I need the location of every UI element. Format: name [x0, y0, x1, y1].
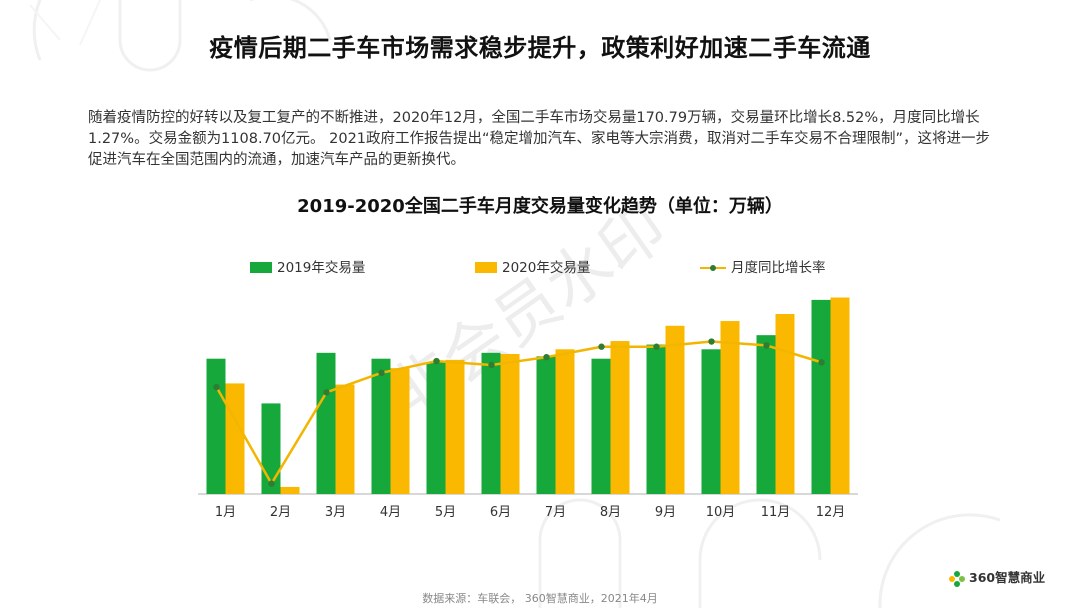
- growth-point-5: [433, 357, 440, 365]
- bar-2020-7: [555, 349, 575, 494]
- bar-2020-9: [665, 325, 685, 494]
- bar-2019-2: [261, 403, 281, 494]
- growth-point-12: [818, 359, 825, 366]
- legend-label-growth: 月度同比增长率: [731, 260, 826, 276]
- chart-title: 2019-2020全国二手车月度交易量变化趋势（单位：万辆）: [297, 196, 783, 217]
- bar-2019-5: [426, 362, 446, 494]
- legend-growth: 月度同比增长率: [700, 256, 826, 276]
- bar-2019-6: [481, 352, 501, 494]
- growth-rate-line: [215, 340, 822, 485]
- x-tick-label-9: 9月: [655, 505, 676, 520]
- bar-2020-11: [775, 314, 795, 494]
- legend-swatch-growth: [700, 262, 726, 273]
- watermark-text: 非会员水印: [376, 191, 681, 435]
- bar-2019-7: [536, 356, 556, 494]
- bar-2019-8: [591, 358, 611, 494]
- x-tick-label-5: 5月: [435, 505, 456, 520]
- growth-point-8: [598, 343, 605, 350]
- page-title: 疫情后期二手车市场需求稳步提升，政策利好加速二手车流通: [209, 34, 871, 62]
- bar-2019-9: [646, 344, 666, 494]
- bar-2019-11: [756, 335, 776, 494]
- growth-point-9: [653, 343, 660, 350]
- brand-logo: 360智慧商业: [948, 567, 1045, 588]
- brand-name: 360智慧商业: [969, 570, 1046, 585]
- bar-2019-4: [371, 358, 391, 494]
- bar-2019-3: [316, 352, 336, 494]
- x-tick-label-11: 11月: [761, 505, 791, 520]
- bar-2020-3: [335, 384, 355, 494]
- brand-flower-icon: [949, 570, 965, 587]
- x-tick-label-3: 3月: [325, 505, 346, 520]
- growth-point-6: [488, 361, 495, 369]
- growth-point-4: [378, 369, 385, 376]
- bar-2019-1: [206, 358, 226, 494]
- bar-2020-6: [500, 354, 520, 494]
- legend-swatch-2020: [475, 261, 497, 273]
- x-tick-label-1: 1月: [215, 505, 236, 520]
- growth-point-3: [323, 389, 330, 396]
- growth-point-11: [763, 342, 770, 349]
- growth-point-10: [708, 338, 715, 345]
- x-tick-label-4: 4月: [380, 505, 401, 520]
- growth-point-2: [268, 480, 275, 487]
- x-tick-label-6: 6月: [490, 505, 511, 520]
- legend-label-2020: 2020年交易量: [502, 260, 591, 276]
- bar-2020-2: [280, 486, 300, 494]
- x-tick-label-2: 2月: [270, 505, 291, 520]
- bar-2020-8: [610, 341, 630, 494]
- legend-2020: 2020年交易量: [475, 256, 590, 276]
- growth-point-7: [543, 353, 550, 361]
- bar-2020-1: [225, 383, 245, 494]
- bar-2020-5: [445, 359, 465, 494]
- legend-2019: 2019年交易量: [250, 256, 365, 276]
- x-tick-label-10: 10月: [706, 505, 736, 520]
- data-source: 数据来源：车联会， 360智慧商业，2021年4月: [422, 592, 658, 605]
- x-tick-label-12: 12月: [816, 505, 846, 520]
- x-tick-label-8: 8月: [600, 505, 621, 520]
- x-tick-label-7: 7月: [545, 505, 566, 520]
- growth-point-1: [213, 383, 220, 391]
- legend-swatch-2019: [250, 261, 272, 273]
- bar-2019-10: [701, 349, 721, 494]
- bar-2019-12: [811, 299, 831, 494]
- bar-2020-12: [830, 297, 850, 494]
- summary-paragraph: 随着疫情防控的好转以及复工复产的不断推进，2020年12月，全国二手车市场交易量…: [88, 110, 991, 168]
- legend-label-2019: 2019年交易量: [277, 260, 366, 276]
- bar-2020-10: [720, 321, 740, 494]
- bar-2020-4: [390, 368, 410, 494]
